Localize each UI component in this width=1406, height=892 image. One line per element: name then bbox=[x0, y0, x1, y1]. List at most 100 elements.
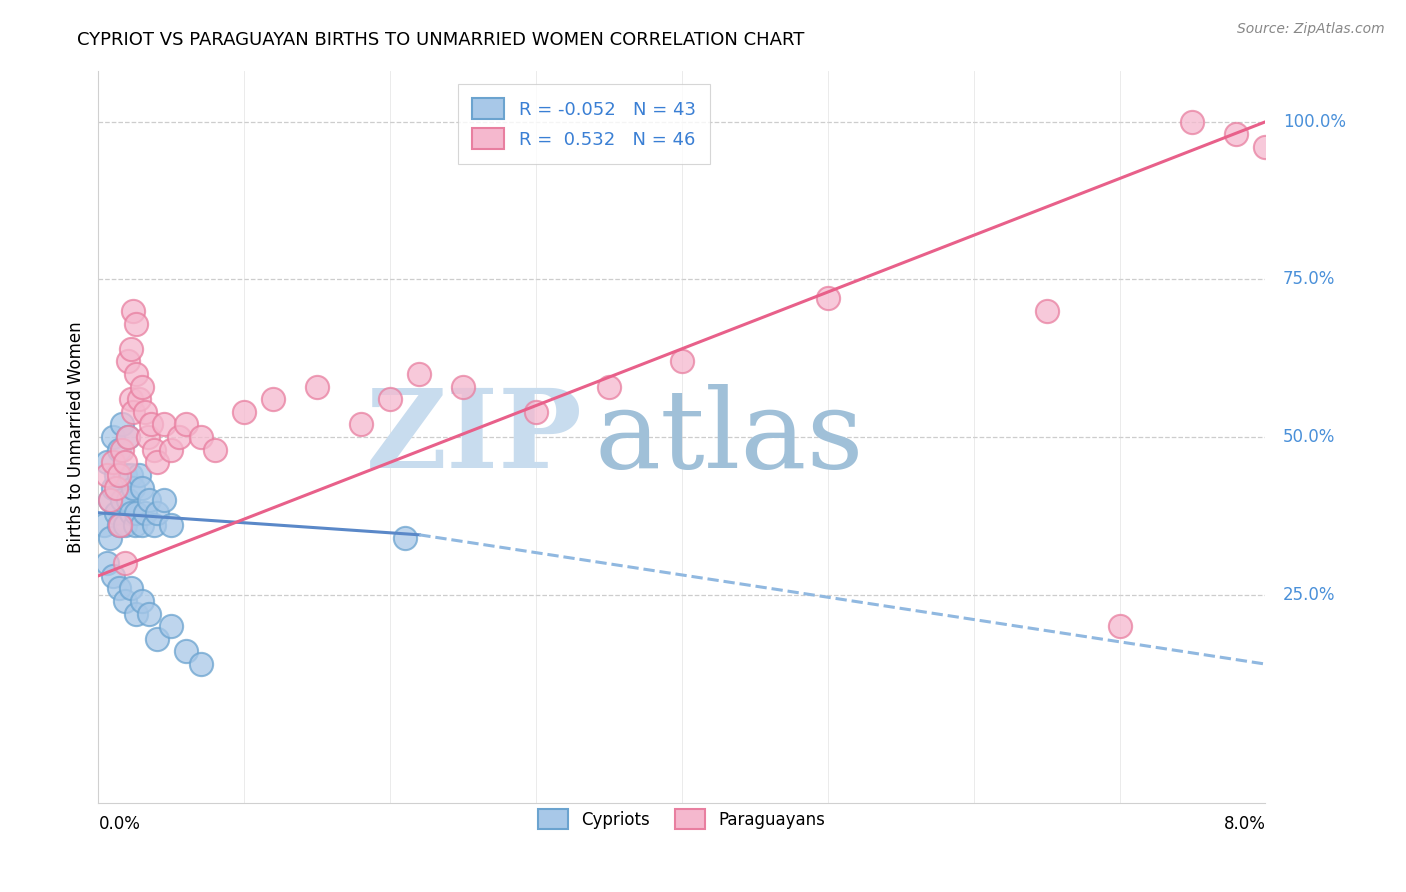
Legend: Cypriots, Paraguayans: Cypriots, Paraguayans bbox=[524, 796, 839, 842]
Point bbox=[138, 493, 160, 508]
Point bbox=[131, 518, 153, 533]
Point bbox=[1254, 140, 1277, 154]
Point bbox=[146, 506, 169, 520]
Point bbox=[350, 417, 373, 432]
Point bbox=[114, 467, 136, 482]
Point bbox=[190, 657, 212, 671]
Point bbox=[394, 531, 416, 545]
Point bbox=[101, 455, 124, 469]
Point bbox=[131, 594, 153, 608]
Point bbox=[134, 405, 156, 419]
Point bbox=[524, 405, 547, 419]
Point bbox=[114, 556, 136, 570]
Point bbox=[108, 442, 131, 457]
Point bbox=[134, 506, 156, 520]
Point bbox=[153, 417, 176, 432]
Text: 50.0%: 50.0% bbox=[1282, 428, 1336, 446]
Point bbox=[817, 291, 839, 305]
Point bbox=[1108, 619, 1130, 633]
Point bbox=[307, 379, 329, 393]
Point bbox=[104, 467, 127, 482]
Y-axis label: Births to Unmarried Women: Births to Unmarried Women bbox=[66, 321, 84, 553]
Text: 8.0%: 8.0% bbox=[1223, 815, 1265, 833]
Point bbox=[117, 430, 139, 444]
Point bbox=[114, 455, 136, 469]
Point bbox=[451, 379, 474, 393]
Point bbox=[204, 442, 226, 457]
Point bbox=[117, 430, 139, 444]
Point bbox=[111, 417, 134, 432]
Text: CYPRIOT VS PARAGUAYAN BIRTHS TO UNMARRIED WOMEN CORRELATION CHART: CYPRIOT VS PARAGUAYAN BIRTHS TO UNMARRIE… bbox=[77, 31, 804, 49]
Point bbox=[142, 518, 165, 533]
Point bbox=[96, 467, 118, 482]
Point bbox=[122, 405, 145, 419]
Point bbox=[160, 518, 183, 533]
Point bbox=[122, 304, 145, 318]
Point bbox=[98, 531, 121, 545]
Point bbox=[114, 594, 136, 608]
Point bbox=[598, 379, 620, 393]
Point bbox=[125, 317, 148, 331]
Point bbox=[125, 367, 148, 381]
Point bbox=[117, 354, 139, 368]
Point bbox=[408, 367, 430, 381]
Text: 75.0%: 75.0% bbox=[1282, 270, 1336, 288]
Point bbox=[93, 518, 115, 533]
Point bbox=[131, 481, 153, 495]
Point bbox=[138, 607, 160, 621]
Point bbox=[111, 442, 134, 457]
Point bbox=[111, 493, 134, 508]
Point bbox=[1225, 128, 1247, 142]
Point bbox=[160, 442, 183, 457]
Point bbox=[96, 455, 118, 469]
Point bbox=[190, 430, 212, 444]
Point bbox=[114, 518, 136, 533]
Text: 0.0%: 0.0% bbox=[98, 815, 141, 833]
Point bbox=[160, 619, 183, 633]
Point bbox=[120, 506, 142, 520]
Point bbox=[120, 342, 142, 356]
Point bbox=[124, 518, 146, 533]
Text: atlas: atlas bbox=[595, 384, 865, 491]
Point bbox=[125, 607, 148, 621]
Point bbox=[110, 518, 132, 533]
Point bbox=[120, 392, 142, 407]
Point bbox=[98, 493, 121, 508]
Point bbox=[671, 354, 693, 368]
Point bbox=[136, 430, 159, 444]
Text: Source: ZipAtlas.com: Source: ZipAtlas.com bbox=[1237, 22, 1385, 37]
Point bbox=[146, 632, 169, 646]
Point bbox=[117, 493, 139, 508]
Point bbox=[108, 467, 131, 482]
Point bbox=[101, 569, 124, 583]
Point bbox=[98, 493, 121, 508]
Text: ZIP: ZIP bbox=[366, 384, 582, 491]
Point bbox=[108, 582, 131, 596]
Point bbox=[131, 379, 153, 393]
Point bbox=[101, 430, 124, 444]
Point bbox=[142, 442, 165, 457]
Point bbox=[139, 417, 162, 432]
Point bbox=[122, 481, 145, 495]
Point bbox=[233, 405, 256, 419]
Point bbox=[120, 582, 142, 596]
Point bbox=[108, 518, 131, 533]
Point bbox=[128, 392, 150, 407]
Text: 25.0%: 25.0% bbox=[1282, 586, 1336, 604]
Point bbox=[96, 556, 118, 570]
Point bbox=[104, 506, 127, 520]
Point bbox=[380, 392, 402, 407]
Point bbox=[146, 455, 169, 469]
Point bbox=[153, 493, 176, 508]
Point bbox=[104, 481, 127, 495]
Point bbox=[174, 417, 197, 432]
Point bbox=[167, 430, 190, 444]
Point bbox=[125, 506, 148, 520]
Text: 100.0%: 100.0% bbox=[1282, 112, 1346, 131]
Point bbox=[262, 392, 284, 407]
Point bbox=[1181, 115, 1204, 129]
Point bbox=[128, 467, 150, 482]
Point bbox=[1035, 304, 1057, 318]
Point bbox=[120, 467, 142, 482]
Point bbox=[101, 481, 124, 495]
